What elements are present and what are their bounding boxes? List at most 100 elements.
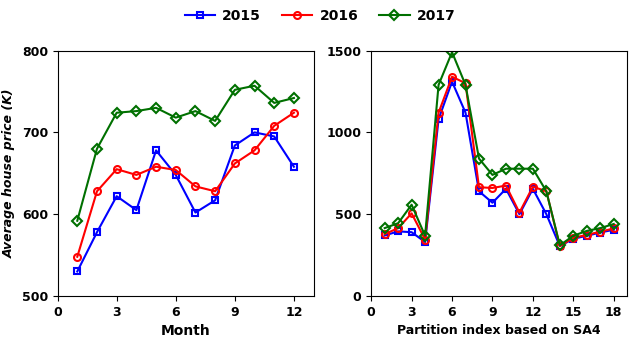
2015: [172, 173, 180, 177]
2017: [596, 226, 604, 230]
2017: [270, 101, 278, 105]
2015: [290, 165, 298, 169]
2017: [408, 203, 415, 207]
2015: [74, 269, 81, 274]
2017: [290, 96, 298, 100]
2016: [583, 232, 591, 237]
2015: [461, 110, 469, 115]
2017: [421, 234, 429, 238]
2017: [381, 226, 388, 230]
2015: [231, 143, 239, 148]
2015: [596, 230, 604, 235]
2015: [543, 212, 550, 216]
2015: [435, 117, 442, 121]
2016: [231, 161, 239, 166]
2017: [543, 189, 550, 193]
2017: [152, 106, 160, 110]
2017: [448, 50, 456, 55]
2016: [191, 184, 199, 188]
2016: [502, 183, 510, 188]
Line: 2016: 2016: [381, 73, 617, 249]
2016: [556, 244, 564, 248]
2015: [152, 148, 160, 153]
2017: [211, 119, 219, 123]
2017: [93, 147, 101, 151]
2016: [529, 184, 537, 189]
2016: [408, 211, 415, 216]
2017: [435, 83, 442, 87]
2015: [93, 230, 101, 234]
2015: [394, 229, 402, 234]
2015: [570, 236, 577, 241]
2015: [421, 240, 429, 244]
2016: [381, 232, 388, 236]
2017: [113, 110, 120, 115]
2016: [394, 226, 402, 230]
2017: [583, 229, 591, 233]
2016: [290, 110, 298, 115]
2016: [610, 226, 618, 231]
2017: [570, 234, 577, 238]
2016: [461, 81, 469, 86]
2017: [488, 173, 496, 177]
2015: [408, 230, 415, 234]
2015: [610, 227, 618, 232]
2016: [570, 236, 577, 240]
Line: 2015: 2015: [74, 129, 298, 275]
Legend: 2015, 2016, 2017: 2015, 2016, 2017: [179, 3, 461, 29]
2016: [132, 173, 140, 177]
2016: [543, 189, 550, 193]
2015: [556, 244, 564, 248]
Line: 2015: 2015: [381, 78, 617, 249]
2017: [516, 166, 524, 171]
2017: [475, 156, 483, 161]
2015: [488, 201, 496, 205]
2017: [610, 222, 618, 226]
2015: [448, 79, 456, 84]
2017: [556, 243, 564, 247]
2017: [394, 221, 402, 225]
2016: [435, 110, 442, 115]
2017: [191, 109, 199, 113]
2016: [421, 238, 429, 242]
2015: [113, 194, 120, 198]
Y-axis label: Average house price (K): Average house price (K): [3, 88, 16, 258]
Line: 2017: 2017: [381, 49, 617, 249]
2016: [251, 148, 259, 153]
2017: [461, 83, 469, 87]
2015: [502, 187, 510, 191]
2015: [475, 189, 483, 193]
2017: [231, 88, 239, 92]
2015: [381, 233, 388, 238]
2015: [132, 208, 140, 212]
2017: [502, 166, 510, 171]
2016: [516, 210, 524, 215]
Line: 2016: 2016: [74, 109, 298, 260]
2016: [596, 230, 604, 234]
2016: [74, 255, 81, 259]
2015: [529, 187, 537, 191]
2016: [488, 186, 496, 190]
2015: [583, 234, 591, 238]
2015: [251, 130, 259, 135]
2016: [270, 124, 278, 128]
2016: [475, 185, 483, 190]
2017: [132, 109, 140, 113]
2016: [152, 165, 160, 169]
Line: 2017: 2017: [74, 82, 298, 224]
2017: [251, 83, 259, 88]
2015: [191, 210, 199, 215]
2017: [529, 166, 537, 171]
X-axis label: Month: Month: [161, 324, 211, 338]
X-axis label: Partition index based on SA4: Partition index based on SA4: [397, 324, 601, 337]
2015: [516, 212, 524, 216]
2016: [172, 168, 180, 172]
2015: [270, 134, 278, 139]
2017: [74, 218, 81, 223]
2016: [211, 189, 219, 193]
2016: [113, 167, 120, 171]
2017: [172, 116, 180, 120]
2016: [93, 189, 101, 193]
2015: [211, 198, 219, 203]
2016: [448, 75, 456, 79]
